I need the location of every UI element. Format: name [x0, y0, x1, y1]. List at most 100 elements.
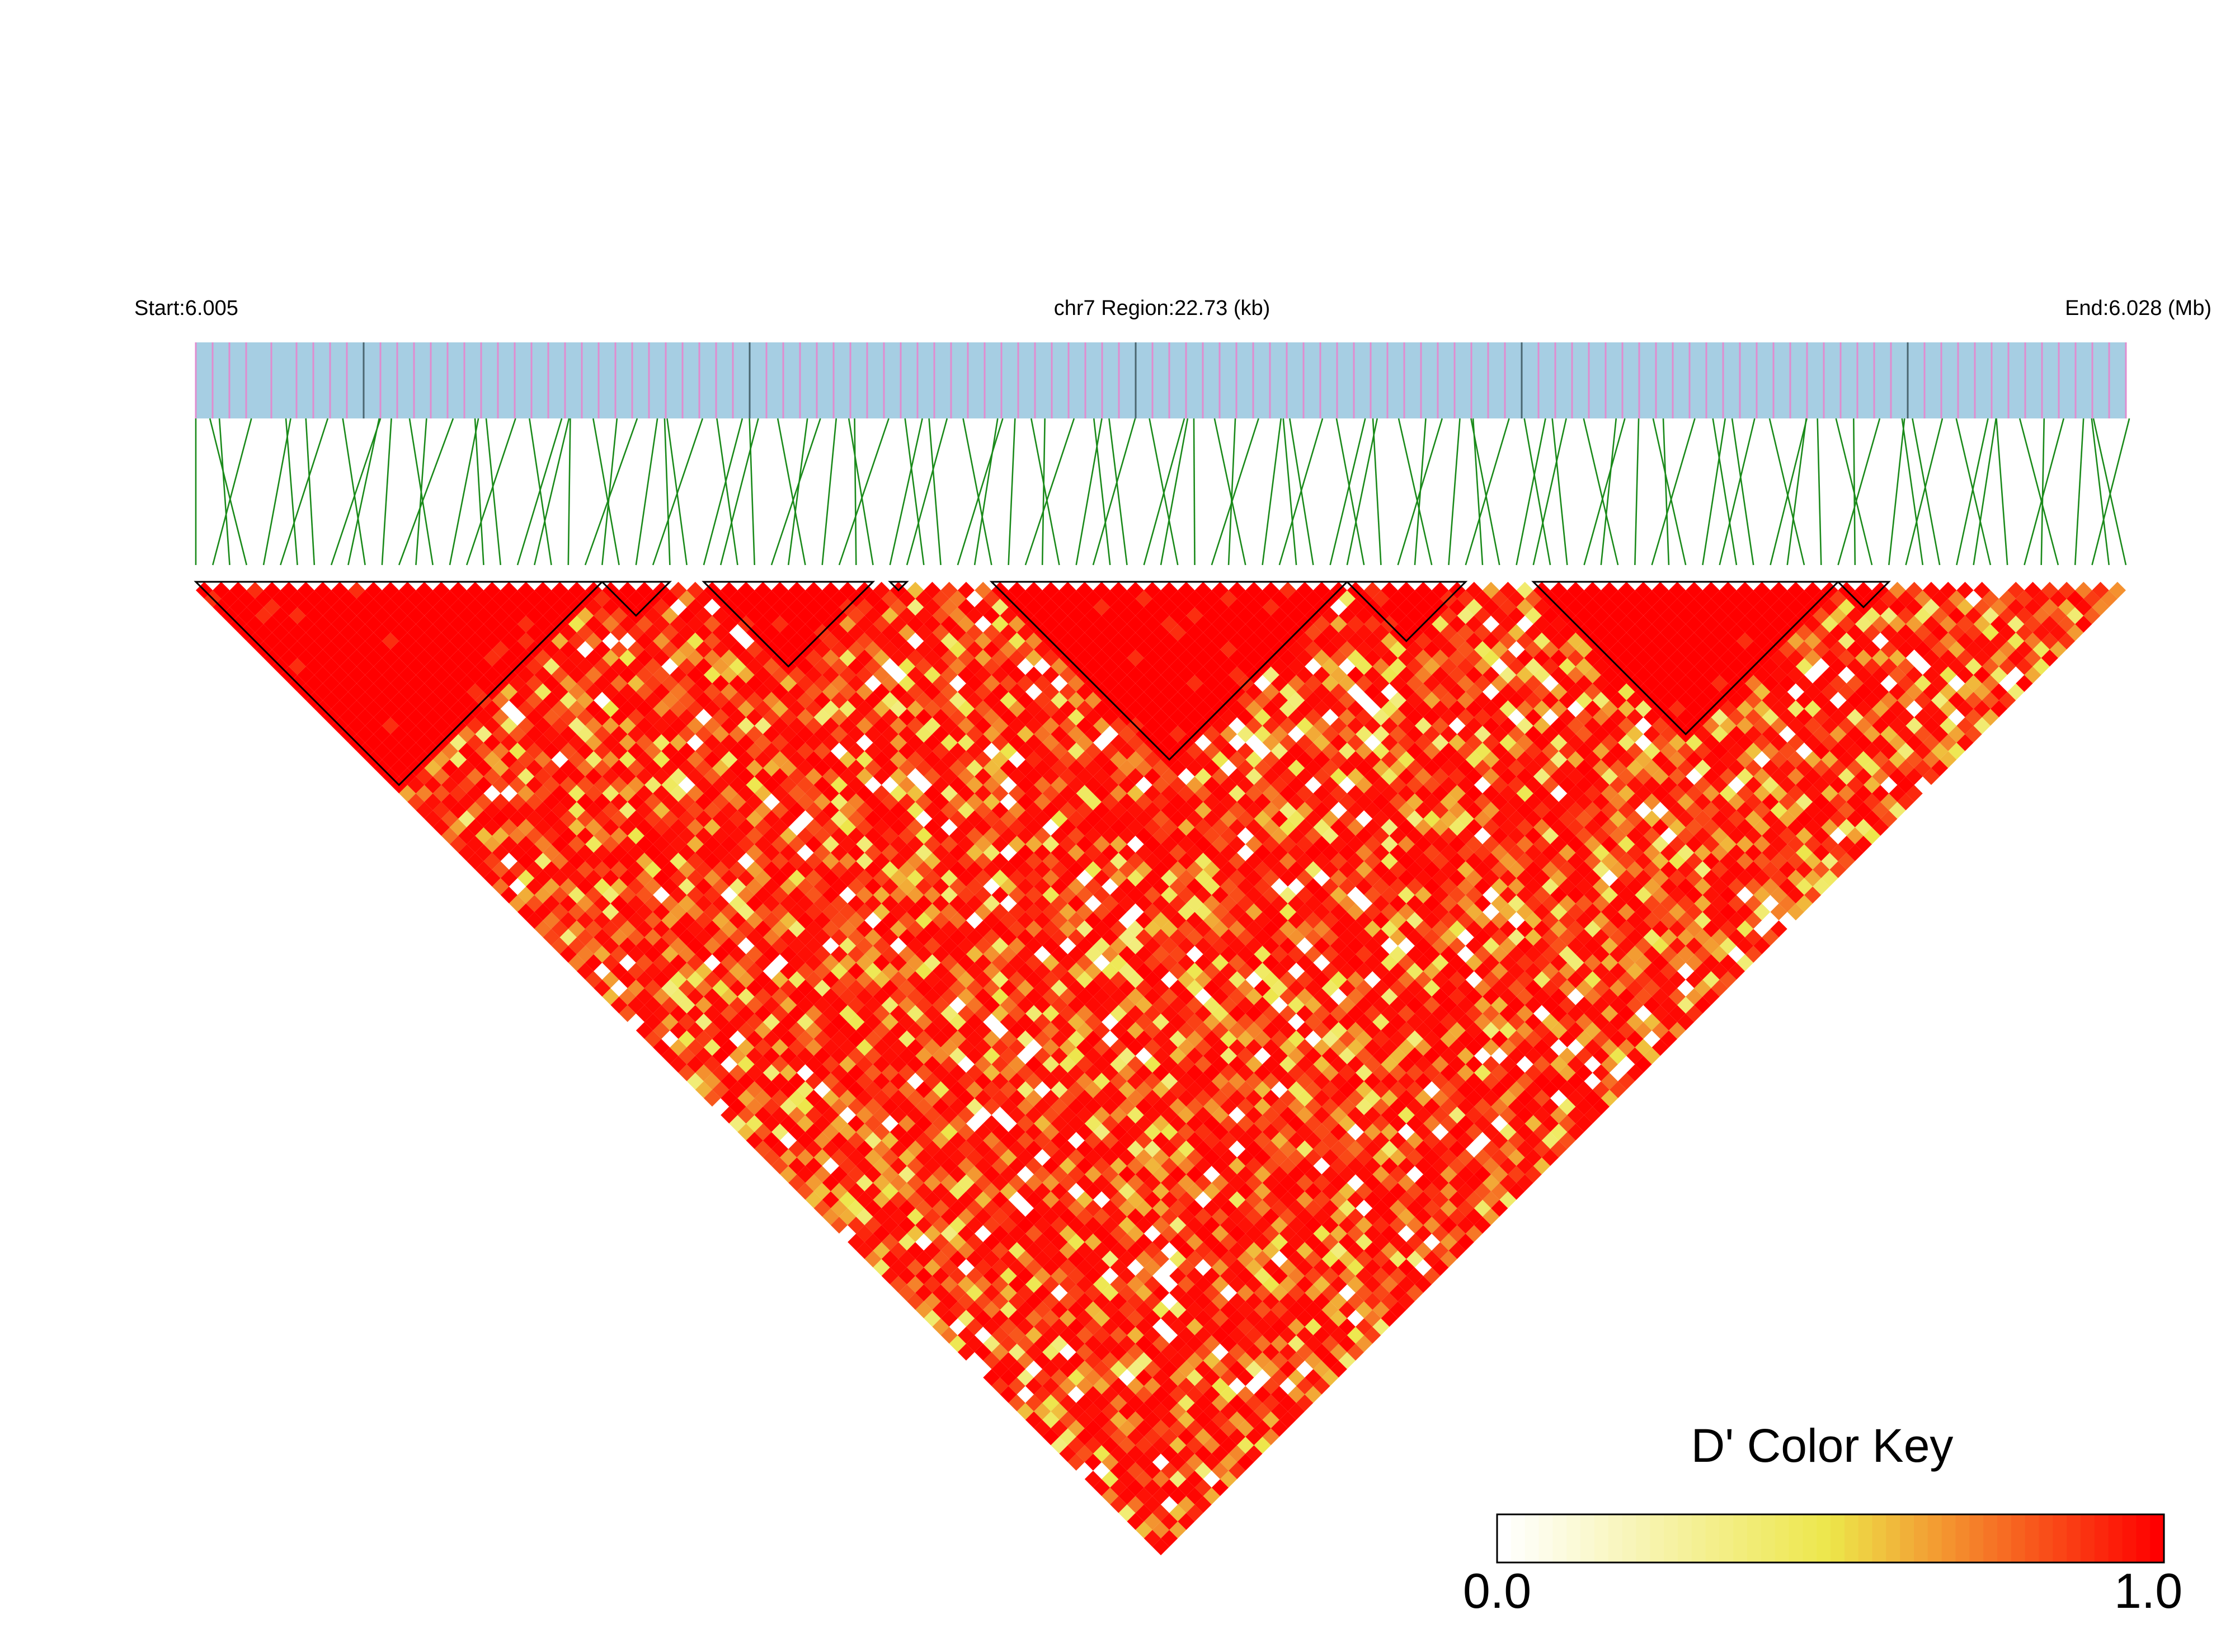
ld-cell — [1161, 632, 1178, 650]
ld-cell — [1093, 1445, 1111, 1462]
ld-cell — [1152, 1453, 1170, 1471]
ld-cell — [864, 878, 882, 895]
ld-cell — [966, 1352, 984, 1369]
ld-cell — [229, 582, 247, 599]
ld-cell — [915, 1183, 933, 1200]
ld-cell — [932, 1267, 949, 1284]
ld-cell — [1178, 649, 1195, 667]
ld-cell — [1042, 1377, 1060, 1395]
ld-cell — [1203, 793, 1220, 811]
ld-cell — [1118, 1234, 1136, 1251]
ld-cell — [1186, 742, 1203, 760]
ld-cell — [991, 1326, 1009, 1344]
ld-cell — [1144, 835, 1161, 853]
ld-cell — [1474, 1013, 1491, 1030]
ld-cell — [1169, 962, 1187, 980]
ld-cell — [1152, 1488, 1170, 1505]
ld-cell — [526, 793, 543, 811]
ld-cell — [1254, 962, 1271, 980]
ld-cell — [1135, 776, 1152, 794]
ld-cell — [856, 1174, 873, 1192]
ld-cell — [1093, 1377, 1111, 1395]
ld-cell — [483, 835, 501, 853]
ld-cell — [1025, 1377, 1043, 1395]
ld-cell — [1186, 1081, 1203, 1099]
ld-cell — [703, 632, 721, 650]
ld-cell — [559, 691, 577, 709]
ld-cell — [1330, 1326, 1347, 1344]
ld-cell — [881, 1149, 898, 1166]
ld-cell — [1254, 878, 1271, 895]
ld-cell — [1152, 1216, 1170, 1234]
ld-cell — [1051, 1183, 1068, 1200]
ld-cell — [1194, 1039, 1212, 1056]
ld-cell — [1127, 1310, 1144, 1327]
snp-connector — [2092, 418, 2127, 566]
ld-cell — [991, 1174, 1009, 1192]
ld-cell — [1161, 1039, 1178, 1056]
ld-cell — [780, 1166, 797, 1183]
ld-cell — [1237, 810, 1254, 827]
ld-cell — [864, 776, 882, 794]
ld-cell — [1524, 1047, 1542, 1065]
ld-cell — [1305, 1047, 1322, 1065]
ld-cell — [940, 1326, 958, 1344]
ld-cell — [1025, 937, 1043, 954]
snp-connector — [1786, 418, 1807, 566]
ld-cell — [559, 658, 577, 675]
ld-cell — [1110, 1005, 1127, 1022]
ld-cell — [1220, 980, 1238, 997]
ld-cell — [1025, 1140, 1043, 1157]
ld-cell — [1533, 1089, 1551, 1107]
ld-cell — [1398, 1022, 1415, 1039]
ld-cell — [1186, 1301, 1203, 1319]
ld-cell — [805, 1191, 822, 1208]
ld-cell — [1338, 996, 1356, 1014]
ld-cell — [864, 1132, 882, 1149]
ld-cell — [1321, 861, 1339, 878]
ld-cell — [703, 683, 721, 700]
ld-cell — [983, 1216, 1000, 1234]
ld-cell — [949, 759, 966, 777]
ld-cell — [1084, 1318, 1102, 1335]
ld-cell — [1084, 1369, 1102, 1386]
snp-connector — [218, 418, 230, 566]
ld-cell — [1381, 1293, 1398, 1310]
ld-cell — [1110, 954, 1127, 972]
ld-cell — [1186, 1064, 1203, 1081]
ld-cell — [949, 742, 966, 760]
ld-cell — [1203, 759, 1220, 777]
ld-cell — [991, 1377, 1009, 1395]
ld-cell — [1220, 1098, 1238, 1116]
ld-cell — [1186, 1284, 1203, 1302]
ld-cell — [1067, 1420, 1085, 1437]
ld-cell — [1559, 1064, 1576, 1081]
ld-cell — [1110, 1123, 1127, 1141]
ld-cell — [1229, 1191, 1246, 1208]
ld-cell — [1237, 827, 1254, 845]
ld-cell — [703, 785, 721, 802]
ld-cell — [1381, 1107, 1398, 1124]
ld-cell — [1169, 861, 1187, 878]
ld-cell — [1254, 844, 1271, 862]
ld-cell — [1076, 1445, 1093, 1462]
ld-cell — [1102, 1488, 1119, 1505]
ld-cell — [856, 1140, 873, 1157]
ld-cell — [1287, 929, 1305, 946]
ld-cell — [1194, 1479, 1212, 1496]
ld-cell — [1220, 810, 1238, 827]
ld-cell — [1186, 912, 1203, 929]
ld-cell — [1025, 1394, 1043, 1411]
snp-connector — [1770, 418, 1808, 566]
ld-cell — [1398, 869, 1415, 887]
ld-cell — [898, 1234, 916, 1251]
ld-cell — [1127, 1276, 1144, 1293]
ld-cell — [1338, 878, 1356, 895]
ld-cell — [1457, 1234, 1474, 1251]
ld-cell — [1356, 945, 1373, 963]
ld-cell — [1220, 1234, 1238, 1251]
ld-cell — [1161, 1056, 1178, 1073]
ld-cell — [1051, 1149, 1068, 1166]
ld-cell — [940, 1208, 958, 1225]
ld-cell — [1356, 861, 1373, 878]
